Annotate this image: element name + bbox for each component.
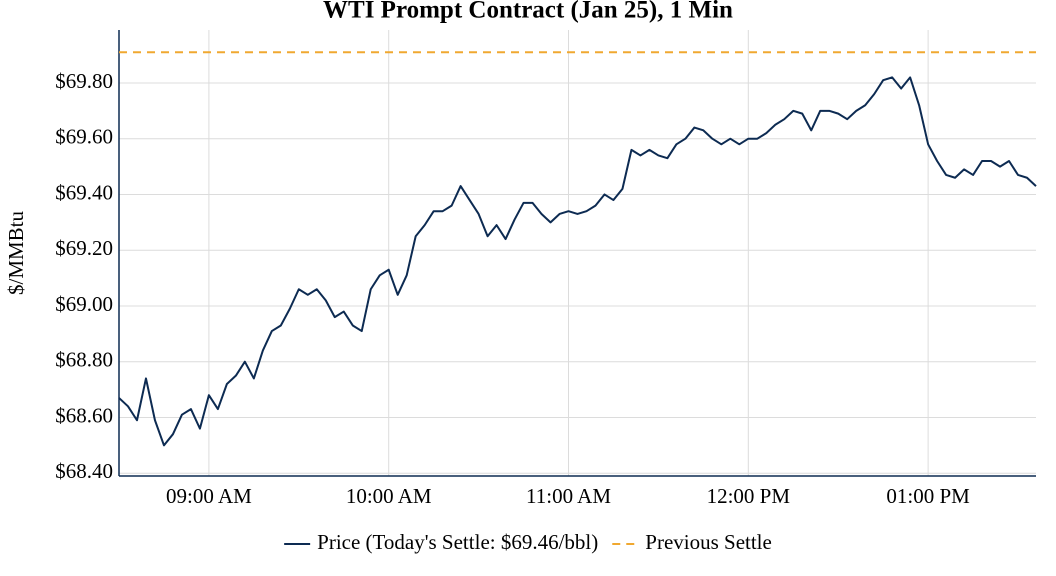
legend: Price (Today's Settle: $69.46/bbl) Previo…: [284, 530, 772, 554]
chart-title: WTI Prompt Contract (Jan 25), 1 Min: [323, 0, 733, 24]
y-tick-label: $68.60: [55, 403, 113, 427]
x-tick-label: 11:00 AM: [526, 484, 611, 508]
y-tick-label: $69.20: [55, 236, 113, 260]
y-tick-label: $69.40: [55, 180, 113, 204]
x-tick-label: 12:00 PM: [707, 484, 791, 508]
y-tick-label: $69.00: [55, 292, 113, 316]
price-line: [118, 76, 1037, 447]
x-tick-label: 09:00 AM: [166, 484, 252, 508]
y-tick-label: $69.60: [55, 125, 113, 149]
legend-label: Price (Today's Settle: $69.46/bbl): [317, 530, 598, 554]
x-tick-label: 01:00 PM: [886, 484, 970, 508]
y-tick-label: $68.80: [55, 348, 113, 372]
y-axis-label: $/MMBtu: [4, 210, 28, 295]
y-tick-label: $68.40: [55, 459, 113, 483]
x-tick-label: 10:00 AM: [346, 484, 432, 508]
y-tick-label: $69.80: [55, 69, 113, 93]
legend-label: Previous Settle: [645, 530, 772, 554]
